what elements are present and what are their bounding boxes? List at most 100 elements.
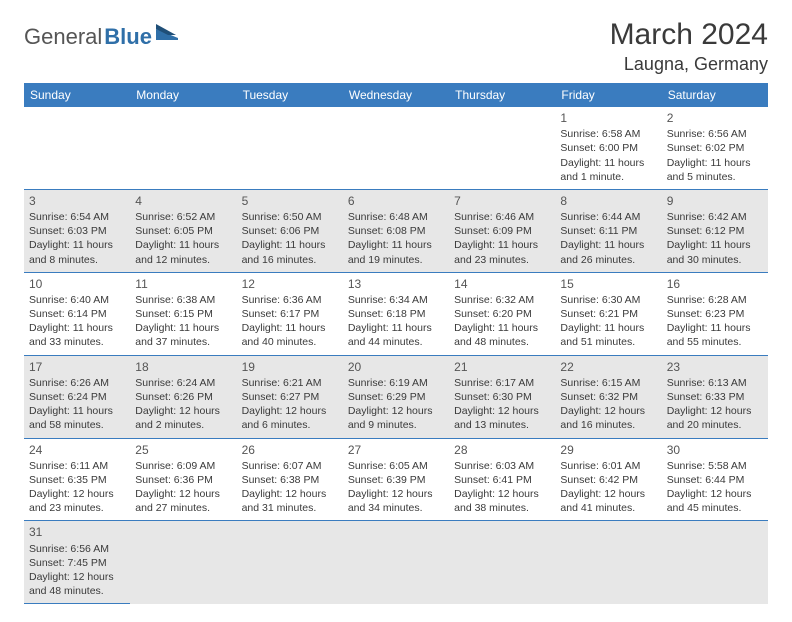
day-number: 29 xyxy=(560,442,656,458)
daylight2-text: and 12 minutes. xyxy=(135,253,231,267)
calendar-cell: 30Sunrise: 5:58 AMSunset: 6:44 PMDayligh… xyxy=(662,439,768,522)
daylight2-text: and 51 minutes. xyxy=(560,335,656,349)
calendar-cell: 13Sunrise: 6:34 AMSunset: 6:18 PMDayligh… xyxy=(343,273,449,356)
page-header: GeneralBlue March 2024 Laugna, Germany xyxy=(24,18,768,75)
daylight2-text: and 20 minutes. xyxy=(667,418,763,432)
day-number: 11 xyxy=(135,276,231,292)
daylight1-text: Daylight: 11 hours xyxy=(454,321,550,335)
daylight2-text: and 6 minutes. xyxy=(242,418,338,432)
sunset-text: Sunset: 6:36 PM xyxy=(135,473,231,487)
calendar-cell: 2Sunrise: 6:56 AMSunset: 6:02 PMDaylight… xyxy=(662,107,768,190)
calendar-cell: 29Sunrise: 6:01 AMSunset: 6:42 PMDayligh… xyxy=(555,439,661,522)
daylight2-text: and 2 minutes. xyxy=(135,418,231,432)
day-header: Wednesday xyxy=(343,83,449,107)
calendar-cell: 27Sunrise: 6:05 AMSunset: 6:39 PMDayligh… xyxy=(343,439,449,522)
calendar-cell xyxy=(237,107,343,190)
calendar-cell: 10Sunrise: 6:40 AMSunset: 6:14 PMDayligh… xyxy=(24,273,130,356)
day-number: 21 xyxy=(454,359,550,375)
sunrise-text: Sunrise: 6:32 AM xyxy=(454,293,550,307)
sunrise-text: Sunrise: 6:24 AM xyxy=(135,376,231,390)
daylight2-text: and 26 minutes. xyxy=(560,253,656,267)
location-title: Laugna, Germany xyxy=(610,54,768,75)
day-number: 2 xyxy=(667,110,763,126)
calendar-cell: 18Sunrise: 6:24 AMSunset: 6:26 PMDayligh… xyxy=(130,356,236,439)
sunset-text: Sunset: 6:02 PM xyxy=(667,141,763,155)
daylight2-text: and 34 minutes. xyxy=(348,501,444,515)
sunset-text: Sunset: 6:23 PM xyxy=(667,307,763,321)
daylight1-text: Daylight: 11 hours xyxy=(29,321,125,335)
sunset-text: Sunset: 6:14 PM xyxy=(29,307,125,321)
sunrise-text: Sunrise: 6:05 AM xyxy=(348,459,444,473)
daylight1-text: Daylight: 12 hours xyxy=(135,404,231,418)
sunset-text: Sunset: 6:11 PM xyxy=(560,224,656,238)
daylight2-text: and 27 minutes. xyxy=(135,501,231,515)
calendar-cell: 25Sunrise: 6:09 AMSunset: 6:36 PMDayligh… xyxy=(130,439,236,522)
day-header: Sunday xyxy=(24,83,130,107)
sunset-text: Sunset: 6:32 PM xyxy=(560,390,656,404)
sunrise-text: Sunrise: 6:48 AM xyxy=(348,210,444,224)
calendar-grid: SundayMondayTuesdayWednesdayThursdayFrid… xyxy=(24,83,768,604)
daylight2-text: and 48 minutes. xyxy=(29,584,125,598)
sunrise-text: Sunrise: 6:40 AM xyxy=(29,293,125,307)
daylight1-text: Daylight: 11 hours xyxy=(242,321,338,335)
daylight1-text: Daylight: 12 hours xyxy=(29,570,125,584)
daylight2-text: and 19 minutes. xyxy=(348,253,444,267)
day-number: 20 xyxy=(348,359,444,375)
day-number: 5 xyxy=(242,193,338,209)
daylight2-text: and 1 minute. xyxy=(560,170,656,184)
calendar-cell: 11Sunrise: 6:38 AMSunset: 6:15 PMDayligh… xyxy=(130,273,236,356)
daylight2-text: and 23 minutes. xyxy=(29,501,125,515)
calendar-cell: 8Sunrise: 6:44 AMSunset: 6:11 PMDaylight… xyxy=(555,190,661,273)
daylight2-text: and 13 minutes. xyxy=(454,418,550,432)
sunset-text: Sunset: 6:41 PM xyxy=(454,473,550,487)
daylight1-text: Daylight: 12 hours xyxy=(667,404,763,418)
calendar-cell: 21Sunrise: 6:17 AMSunset: 6:30 PMDayligh… xyxy=(449,356,555,439)
daylight2-text: and 44 minutes. xyxy=(348,335,444,349)
calendar-cell: 28Sunrise: 6:03 AMSunset: 6:41 PMDayligh… xyxy=(449,439,555,522)
calendar-cell: 23Sunrise: 6:13 AMSunset: 6:33 PMDayligh… xyxy=(662,356,768,439)
calendar-cell xyxy=(662,521,768,604)
daylight1-text: Daylight: 12 hours xyxy=(667,487,763,501)
day-number: 8 xyxy=(560,193,656,209)
sunrise-text: Sunrise: 6:21 AM xyxy=(242,376,338,390)
day-number: 17 xyxy=(29,359,125,375)
calendar-cell: 20Sunrise: 6:19 AMSunset: 6:29 PMDayligh… xyxy=(343,356,449,439)
calendar-cell: 17Sunrise: 6:26 AMSunset: 6:24 PMDayligh… xyxy=(24,356,130,439)
logo-text-1: General xyxy=(24,24,102,50)
day-number: 26 xyxy=(242,442,338,458)
calendar-page: GeneralBlue March 2024 Laugna, Germany S… xyxy=(0,0,792,622)
day-number: 12 xyxy=(242,276,338,292)
calendar-cell xyxy=(130,521,236,604)
day-number: 13 xyxy=(348,276,444,292)
sunset-text: Sunset: 6:05 PM xyxy=(135,224,231,238)
day-number: 3 xyxy=(29,193,125,209)
sunset-text: Sunset: 6:18 PM xyxy=(348,307,444,321)
day-number: 1 xyxy=(560,110,656,126)
sunrise-text: Sunrise: 6:56 AM xyxy=(29,542,125,556)
day-number: 15 xyxy=(560,276,656,292)
calendar-cell: 22Sunrise: 6:15 AMSunset: 6:32 PMDayligh… xyxy=(555,356,661,439)
sunset-text: Sunset: 6:27 PM xyxy=(242,390,338,404)
sunrise-text: Sunrise: 6:09 AM xyxy=(135,459,231,473)
sunrise-text: Sunrise: 6:50 AM xyxy=(242,210,338,224)
sunrise-text: Sunrise: 5:58 AM xyxy=(667,459,763,473)
daylight2-text: and 38 minutes. xyxy=(454,501,550,515)
daylight1-text: Daylight: 11 hours xyxy=(560,156,656,170)
day-header: Monday xyxy=(130,83,236,107)
calendar-cell xyxy=(555,521,661,604)
daylight2-text: and 16 minutes. xyxy=(560,418,656,432)
sunset-text: Sunset: 6:35 PM xyxy=(29,473,125,487)
calendar-cell: 15Sunrise: 6:30 AMSunset: 6:21 PMDayligh… xyxy=(555,273,661,356)
month-title: March 2024 xyxy=(610,18,768,52)
daylight1-text: Daylight: 12 hours xyxy=(135,487,231,501)
sunset-text: Sunset: 6:26 PM xyxy=(135,390,231,404)
daylight1-text: Daylight: 11 hours xyxy=(667,321,763,335)
daylight1-text: Daylight: 12 hours xyxy=(242,404,338,418)
day-header: Friday xyxy=(555,83,661,107)
daylight2-text: and 16 minutes. xyxy=(242,253,338,267)
daylight1-text: Daylight: 11 hours xyxy=(242,238,338,252)
day-number: 18 xyxy=(135,359,231,375)
flag-icon xyxy=(156,20,178,36)
daylight1-text: Daylight: 11 hours xyxy=(135,238,231,252)
sunrise-text: Sunrise: 6:46 AM xyxy=(454,210,550,224)
